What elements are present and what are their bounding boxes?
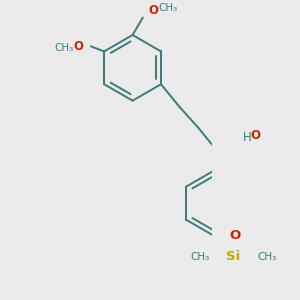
- Text: O: O: [250, 129, 260, 142]
- Text: O: O: [148, 4, 158, 16]
- Text: H: H: [243, 131, 252, 144]
- Text: O: O: [74, 40, 84, 53]
- Text: CH₃: CH₃: [158, 3, 178, 13]
- Text: CH₃: CH₃: [257, 252, 276, 262]
- Polygon shape: [216, 136, 240, 150]
- Text: Si: Si: [226, 250, 241, 263]
- Text: CH₃: CH₃: [191, 252, 210, 262]
- Text: CH₃: CH₃: [54, 43, 74, 53]
- Text: O: O: [229, 229, 240, 242]
